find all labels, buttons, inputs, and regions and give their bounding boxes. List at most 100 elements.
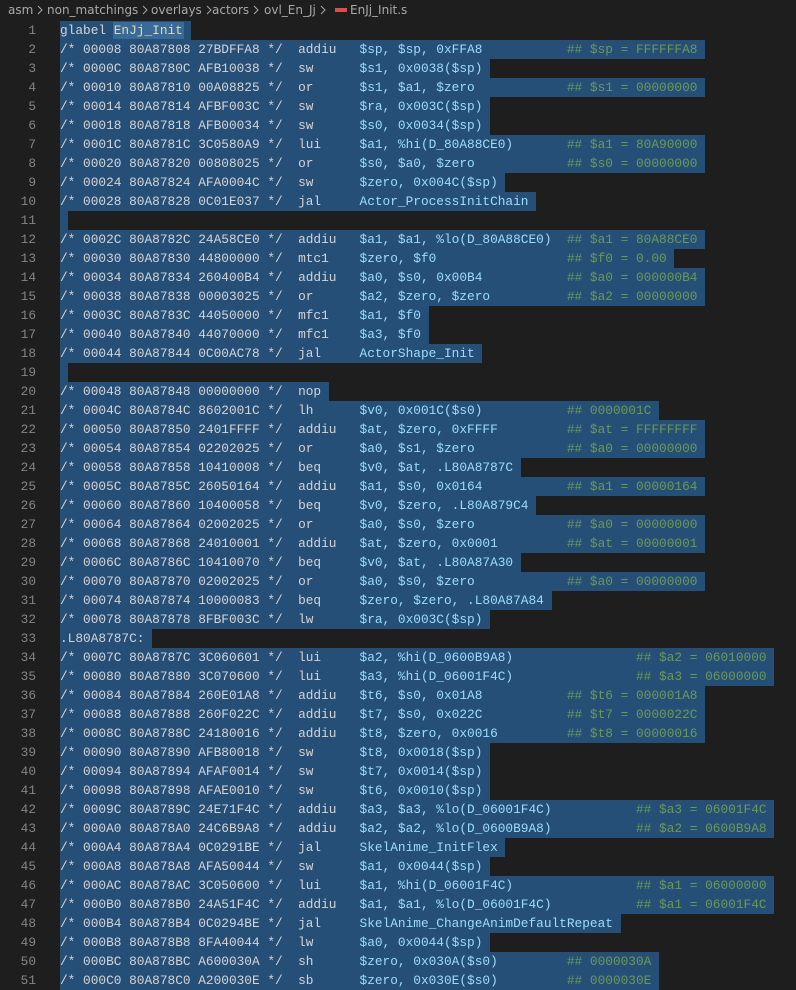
- address-comment: /* 00010 80A87810 00A08825 */: [60, 80, 283, 95]
- directive: glabel: [60, 23, 107, 38]
- breadcrumb-item[interactable]: asm: [8, 3, 34, 17]
- line-number: 17: [20, 327, 36, 342]
- comment: ## $sp = FFFFFFA8: [566, 42, 698, 57]
- selection: [60, 914, 621, 933]
- breadcrumb-item[interactable]: EnJj_Init.s: [350, 3, 408, 17]
- address-comment: /* 00040 80A87840 44070000 */: [60, 327, 283, 342]
- mnemonic: beq: [298, 593, 322, 608]
- selection: [60, 249, 675, 268]
- selection: [60, 553, 521, 572]
- line-number: 43: [20, 821, 36, 836]
- breadcrumb-separator: [141, 0, 149, 26]
- address-comment: /* 00098 80A87898 AFAE0010 */: [60, 783, 283, 798]
- address-comment: /* 00070 80A87870 02002025 */: [60, 574, 283, 589]
- address-comment: /* 00034 80A87834 260400B4 */: [60, 270, 283, 285]
- line-number: 6: [28, 118, 36, 133]
- selection: [60, 344, 483, 363]
- address-comment: /* 00014 80A87814 AFBF003C */: [60, 99, 283, 114]
- address-comment: /* 0008C 80A8788C 24180016 */: [60, 726, 283, 741]
- breadcrumb-bar: asm non_matchings overlays actors ovl_En_Jj E…: [0, 0, 796, 20]
- address-comment: /* 00058 80A87858 10410008 */: [60, 460, 283, 475]
- operands: SkelAnime_ChangeAnimDefaultRepeat: [359, 916, 613, 931]
- operands: $t8, $zero, 0x0016: [359, 726, 498, 741]
- mnemonic: lh: [298, 403, 314, 418]
- selection: [60, 667, 775, 686]
- operands: $a0, 0x0044($sp): [359, 935, 483, 950]
- mnemonic: addiu: [298, 726, 337, 741]
- line-number: 40: [20, 764, 36, 779]
- mnemonic: addiu: [298, 270, 337, 285]
- operands: $a1, %hi(D_06001F4C): [359, 878, 514, 893]
- mnemonic: addiu: [298, 897, 337, 912]
- selection: [60, 439, 706, 458]
- mnemonic: lui: [298, 878, 322, 893]
- line-number: 41: [20, 783, 36, 798]
- address-comment: /* 00008 80A87808 27BDFFA8 */: [60, 42, 283, 57]
- comment: ## $a2 = 0600B9A8: [636, 821, 767, 836]
- operands: $a3, %hi(D_06001F4C): [359, 669, 514, 684]
- selection: [60, 762, 491, 781]
- line-number: 1: [28, 23, 36, 38]
- line-number: 12: [20, 232, 36, 247]
- selection: [60, 401, 660, 420]
- comment: ## $s1 = 00000000: [566, 80, 698, 95]
- breadcrumb-item[interactable]: non_matchings: [47, 3, 139, 17]
- breadcrumb-item[interactable]: ovl_En_Jj: [264, 3, 316, 17]
- breadcrumb-item[interactable]: actors: [212, 3, 250, 17]
- word-highlight: [112, 22, 184, 39]
- operands: $zero, $zero, .L80A87A84: [359, 593, 544, 608]
- selection: [60, 933, 491, 952]
- selection: [60, 534, 706, 553]
- address-comment: /* 00094 80A87894 AFAF0014 */: [60, 764, 283, 779]
- operands: $t7, $s0, 0x022C: [359, 707, 483, 722]
- address-comment: /* 00064 80A87864 02002025 */: [60, 517, 283, 532]
- line-number: 48: [20, 916, 36, 931]
- selection: [60, 648, 775, 667]
- address-comment: /* 00090 80A87890 AFB80018 */: [60, 745, 283, 760]
- breadcrumb-separator: [205, 0, 213, 26]
- comment: ## $a3 = 06001F4C: [636, 802, 767, 817]
- operands: $a0, $s0, $zero: [359, 517, 475, 532]
- mnemonic: beq: [298, 460, 322, 475]
- address-comment: /* 00024 80A87824 AFA0004C */: [60, 175, 283, 190]
- mnemonic: sw: [298, 783, 314, 798]
- selection: [60, 154, 706, 173]
- breadcrumb-separator: [36, 0, 44, 26]
- address-comment: /* 00018 80A87818 AFB00034 */: [60, 118, 283, 133]
- line-number: 37: [20, 707, 36, 722]
- selection: [60, 515, 706, 534]
- operands: $ra, 0x003C($sp): [359, 99, 483, 114]
- line-number: 31: [20, 593, 36, 608]
- line-number: 30: [20, 574, 36, 589]
- address-comment: /* 00074 80A87874 10000083 */: [60, 593, 283, 608]
- breadcrumb-separator: [319, 0, 327, 26]
- selection: [60, 838, 506, 857]
- mnemonic: mfc1: [298, 327, 329, 342]
- address-comment: /* 00048 80A87848 00000000 */: [60, 384, 283, 399]
- line-number: 23: [20, 441, 36, 456]
- mnemonic: jal: [298, 916, 322, 931]
- comment: ## $at = 00000001: [566, 536, 698, 551]
- selection: [60, 363, 68, 382]
- line-number: 8: [28, 156, 36, 171]
- address-comment: /* 00038 80A87838 00003025 */: [60, 289, 283, 304]
- address-comment: /* 00080 80A87880 3C070600 */: [60, 669, 283, 684]
- mnemonic: lw: [298, 612, 314, 627]
- comment: ## $a1 = 80A88CE0: [566, 232, 698, 247]
- address-comment: /* 000A4 80A878A4 0C0291BE */: [60, 840, 283, 855]
- mnemonic: addiu: [298, 688, 337, 703]
- mnemonic: or: [298, 80, 314, 95]
- selection: [60, 97, 491, 116]
- comment: ## $f0 = 0.00: [566, 251, 667, 266]
- selection: [60, 325, 429, 344]
- line-number: 50: [20, 954, 36, 969]
- mnemonic: or: [298, 156, 314, 171]
- operands: $t6, $s0, 0x01A8: [359, 688, 483, 703]
- address-comment: /* 000B8 80A878B8 8FA40044 */: [60, 935, 283, 950]
- operands: $ra, 0x003C($sp): [359, 612, 483, 627]
- operands: $a1, $a1, %lo(D_06001F4C): [359, 897, 552, 912]
- breadcrumb-item[interactable]: overlays: [151, 3, 202, 17]
- comment: ## $a0 = 00000000: [566, 517, 698, 532]
- address-comment: /* 00084 80A87884 260E01A8 */: [60, 688, 283, 703]
- mnemonic: or: [298, 517, 314, 532]
